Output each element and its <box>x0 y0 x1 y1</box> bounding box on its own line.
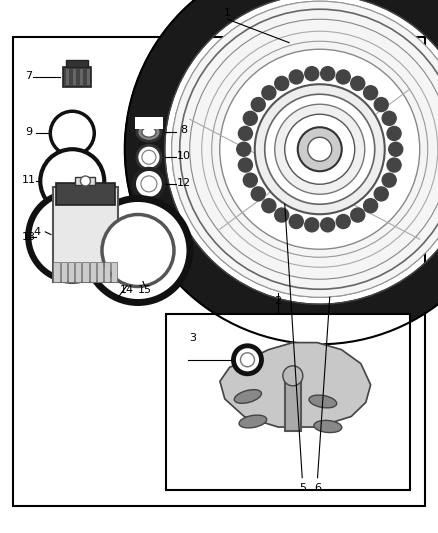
Circle shape <box>86 198 190 303</box>
Circle shape <box>233 346 261 374</box>
Bar <box>60 262 67 282</box>
Text: 9: 9 <box>25 127 32 137</box>
Bar <box>135 117 163 129</box>
Circle shape <box>262 199 276 213</box>
Circle shape <box>251 187 265 201</box>
Circle shape <box>40 149 104 213</box>
Bar <box>68 262 74 282</box>
Circle shape <box>142 150 156 164</box>
Text: 12: 12 <box>177 178 191 188</box>
Text: 2: 2 <box>275 296 282 306</box>
Ellipse shape <box>142 127 156 137</box>
Bar <box>82 262 88 282</box>
Circle shape <box>321 218 335 232</box>
Ellipse shape <box>239 415 267 428</box>
Bar <box>111 262 117 282</box>
Circle shape <box>351 76 365 91</box>
Circle shape <box>102 214 174 287</box>
Text: 6: 6 <box>314 483 321 492</box>
Text: 10: 10 <box>177 151 191 161</box>
Circle shape <box>244 111 257 125</box>
Circle shape <box>305 218 319 232</box>
Circle shape <box>50 111 94 155</box>
Bar <box>53 262 60 282</box>
Circle shape <box>289 214 303 229</box>
Circle shape <box>238 126 252 140</box>
Bar <box>80 69 83 85</box>
Circle shape <box>336 70 350 84</box>
Circle shape <box>244 173 257 187</box>
Bar <box>97 262 103 282</box>
Circle shape <box>265 94 375 204</box>
Bar <box>89 262 96 282</box>
Circle shape <box>387 126 401 140</box>
Bar <box>66 69 69 85</box>
Text: 4: 4 <box>34 227 41 237</box>
Circle shape <box>172 1 438 297</box>
Bar <box>285 376 301 431</box>
Ellipse shape <box>234 390 261 403</box>
Circle shape <box>336 214 350 229</box>
Circle shape <box>298 127 342 171</box>
Bar <box>75 177 95 185</box>
Text: 7: 7 <box>25 71 32 80</box>
Bar <box>53 187 118 282</box>
Circle shape <box>134 169 164 199</box>
Circle shape <box>285 114 355 184</box>
Circle shape <box>351 208 365 222</box>
Circle shape <box>308 137 332 161</box>
Ellipse shape <box>309 395 337 408</box>
Ellipse shape <box>314 421 342 433</box>
Polygon shape <box>220 343 371 427</box>
Circle shape <box>240 353 254 367</box>
Ellipse shape <box>137 123 161 141</box>
Circle shape <box>220 49 420 249</box>
Text: 5: 5 <box>299 483 306 492</box>
Circle shape <box>289 70 303 84</box>
Circle shape <box>389 142 403 156</box>
Bar <box>13 37 425 506</box>
Circle shape <box>387 158 401 172</box>
Text: 14: 14 <box>120 286 134 295</box>
Circle shape <box>255 84 385 214</box>
Bar <box>75 262 81 282</box>
Circle shape <box>275 208 289 222</box>
Circle shape <box>251 98 265 111</box>
Circle shape <box>141 176 157 192</box>
Circle shape <box>283 366 303 386</box>
Bar <box>56 183 115 205</box>
Circle shape <box>28 192 116 281</box>
Circle shape <box>275 104 365 194</box>
Circle shape <box>374 187 388 201</box>
Circle shape <box>275 76 289 91</box>
Circle shape <box>81 176 90 186</box>
Bar <box>166 314 410 490</box>
Text: 1: 1 <box>224 9 231 18</box>
Circle shape <box>364 86 378 100</box>
Bar <box>63 67 91 87</box>
Text: 3: 3 <box>189 334 196 343</box>
Circle shape <box>321 67 335 80</box>
Circle shape <box>238 158 252 172</box>
Text: 8: 8 <box>180 125 187 134</box>
Polygon shape <box>125 0 438 344</box>
Circle shape <box>305 67 319 80</box>
Bar <box>66 60 88 67</box>
Text: 13: 13 <box>21 232 35 241</box>
Text: 15: 15 <box>138 286 152 295</box>
Circle shape <box>262 86 276 100</box>
Circle shape <box>374 98 388 111</box>
Circle shape <box>237 142 251 156</box>
Circle shape <box>382 173 396 187</box>
Circle shape <box>382 111 396 125</box>
Circle shape <box>364 199 378 213</box>
Text: 11: 11 <box>21 175 35 185</box>
Bar <box>87 69 90 85</box>
Bar <box>104 262 110 282</box>
Circle shape <box>137 145 161 169</box>
Bar <box>73 69 76 85</box>
